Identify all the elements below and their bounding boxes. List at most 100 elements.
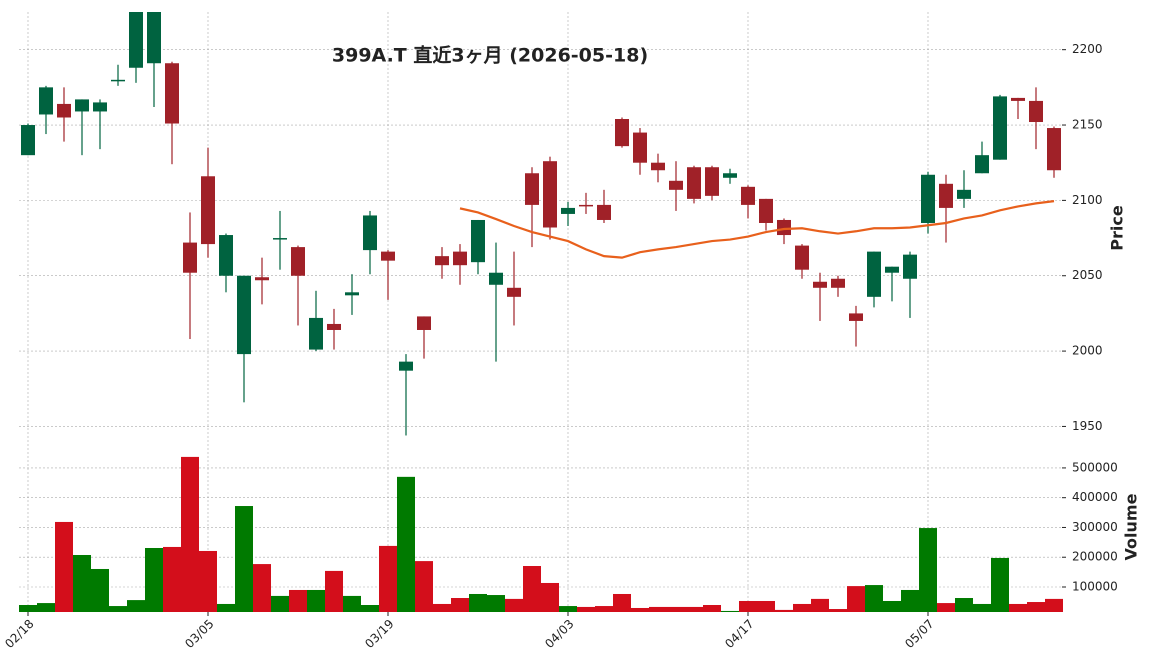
- candle-body: [309, 317, 323, 350]
- volume-bar: [955, 598, 973, 612]
- volume-bar: [343, 595, 361, 612]
- candle-body: [831, 278, 845, 288]
- y-tick-label: 300000: [1072, 520, 1118, 534]
- volume-bar: [649, 606, 667, 612]
- volume-bar: [433, 603, 451, 612]
- candle-body: [903, 254, 917, 279]
- candle-body: [597, 204, 611, 220]
- candle-body: [381, 251, 395, 261]
- volume-bar: [631, 607, 649, 612]
- candle-body: [57, 103, 71, 118]
- candle-body: [1011, 97, 1025, 101]
- volume-bar: [19, 605, 37, 612]
- candle-body: [273, 238, 287, 240]
- candle-body: [813, 281, 827, 288]
- y-tick-label: 100000: [1072, 579, 1118, 593]
- price-panel: [21, 12, 1061, 436]
- candle-body: [885, 266, 899, 273]
- volume-bar: [379, 545, 397, 612]
- volume-bar: [181, 456, 199, 612]
- candle-body: [75, 99, 89, 112]
- volume-bar: [1009, 603, 1027, 612]
- volume-bar: [109, 606, 127, 612]
- candle-body: [147, 12, 161, 64]
- volume-bar: [1045, 598, 1063, 612]
- candle-body: [345, 292, 359, 296]
- candle-body: [183, 242, 197, 273]
- volume-bar: [1027, 602, 1045, 612]
- candle-body: [219, 235, 233, 276]
- x-tick-label: 03/05: [182, 617, 216, 651]
- y-tick-label: 2100: [1072, 193, 1103, 207]
- moving-average-line: [459, 200, 1055, 259]
- y-axis-label: Volume: [1122, 493, 1141, 560]
- candle-body: [543, 161, 557, 228]
- candle-body: [1029, 100, 1043, 123]
- volume-bar: [217, 603, 235, 612]
- volume-bar: [739, 600, 757, 612]
- x-tick-label: 04/03: [542, 617, 576, 651]
- volume-bar: [91, 568, 109, 612]
- volume-bar: [811, 598, 829, 612]
- volume-bar: [901, 589, 919, 612]
- volume-bar: [937, 603, 955, 612]
- volume-bar: [199, 550, 217, 612]
- candle-body: [867, 251, 881, 297]
- candle-body: [723, 173, 737, 178]
- candle-body: [417, 316, 431, 330]
- volume-bar: [883, 600, 901, 612]
- candle-body: [291, 247, 305, 276]
- volume-bar: [127, 600, 145, 612]
- candle-body: [129, 12, 143, 68]
- volume-bar: [541, 582, 559, 612]
- volume-bar: [775, 609, 793, 612]
- volume-bar: [487, 595, 505, 612]
- volume-panel: [19, 456, 1063, 612]
- volume-bar: [325, 570, 343, 612]
- y-tick-label: 2150: [1072, 118, 1103, 132]
- candle-body: [237, 275, 251, 355]
- volume-bar: [757, 600, 775, 612]
- candle-body: [615, 119, 629, 147]
- y-tick-label: 2000: [1072, 344, 1103, 358]
- candle-body: [435, 256, 449, 266]
- candle-body: [579, 204, 593, 207]
- candle-body: [993, 96, 1007, 160]
- candle-body: [363, 215, 377, 251]
- volume-bar: [415, 561, 433, 612]
- volume-bar: [469, 593, 487, 612]
- y-tick-label: 1950: [1072, 419, 1103, 433]
- y-tick-label: 200000: [1072, 550, 1118, 564]
- candle-body: [453, 251, 467, 266]
- volume-bar: [559, 606, 577, 612]
- chart-title: 399A.T 直近3ヶ月 (2026-05-18): [332, 44, 648, 67]
- volume-bar: [307, 589, 325, 612]
- y-axis-label: Price: [1108, 205, 1127, 251]
- candle-body: [489, 272, 503, 285]
- candle-body: [777, 219, 791, 236]
- candle-body: [507, 287, 521, 297]
- volume-bar: [721, 610, 739, 612]
- candle-body: [111, 79, 125, 82]
- volume-bar: [523, 566, 541, 612]
- candle-body: [759, 198, 773, 223]
- candle-body: [651, 162, 665, 171]
- volume-bar: [829, 609, 847, 612]
- candle-body: [201, 176, 215, 245]
- candle-body: [939, 183, 953, 208]
- candle-body: [93, 102, 107, 112]
- volume-bar: [397, 476, 415, 612]
- candle-body: [255, 277, 269, 281]
- candle-body: [633, 132, 647, 163]
- candle-body: [471, 219, 485, 263]
- candle-body: [957, 189, 971, 199]
- candle-body: [921, 174, 935, 223]
- candle-body: [741, 186, 755, 205]
- y-tick-label: 400000: [1072, 490, 1118, 504]
- volume-bar: [37, 603, 55, 612]
- volume-bar: [451, 598, 469, 612]
- volume-bar: [991, 557, 1009, 612]
- volume-bar: [847, 586, 865, 612]
- candle-body: [669, 180, 683, 190]
